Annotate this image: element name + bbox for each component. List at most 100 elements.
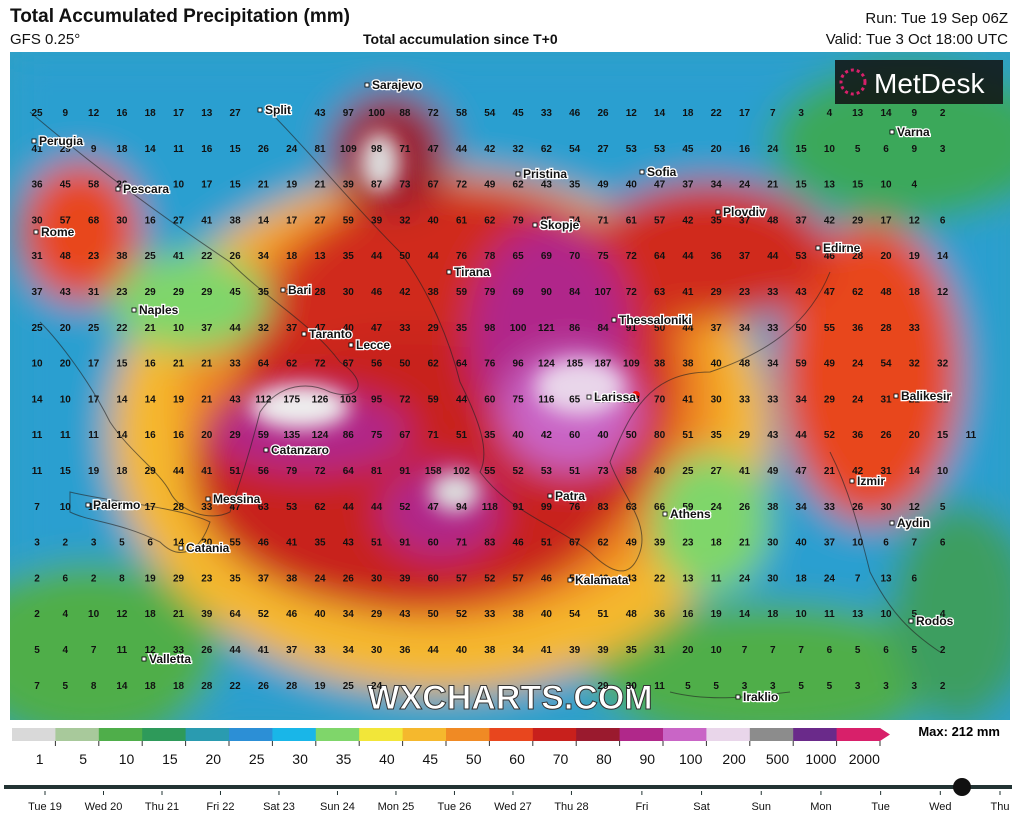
grid-value: 38: [484, 645, 496, 656]
grid-value: 6: [147, 538, 153, 549]
grid-value: 38: [682, 359, 694, 370]
grid-value: 24: [767, 144, 779, 155]
grid-value: 10: [824, 144, 836, 155]
grid-value: 29: [145, 287, 157, 298]
grid-value: 29: [173, 573, 185, 584]
city-dot: [611, 317, 617, 323]
city-label: Edirne: [823, 241, 861, 255]
grid-value: 187: [595, 359, 612, 370]
grid-value: 44: [682, 251, 694, 262]
grid-value: 2: [91, 573, 97, 584]
grid-value: 72: [626, 251, 638, 262]
city-dot: [889, 129, 895, 135]
grid-value: 37: [201, 323, 213, 334]
timeline-label: Tue 19: [28, 801, 62, 813]
grid-value: 41: [258, 645, 270, 656]
grid-value: 11: [60, 430, 71, 441]
grid-value: 4: [63, 645, 69, 656]
grid-value: 27: [173, 215, 185, 226]
grid-value: 40: [654, 466, 666, 477]
grid-value: 79: [513, 215, 525, 226]
grid-value: 28: [852, 251, 864, 262]
grid-value: 16: [145, 215, 157, 226]
grid-value: 33: [314, 645, 326, 656]
timeline-label: Tue: [871, 801, 890, 813]
grid-value: 45: [682, 144, 694, 155]
grid-value: 17: [173, 108, 185, 119]
grid-value: 21: [909, 394, 921, 405]
grid-value: 60: [428, 538, 440, 549]
grid-value: 14: [116, 681, 128, 692]
grid-value: 36: [852, 430, 864, 441]
grid-value: 24: [824, 573, 836, 584]
grid-value: 99: [541, 502, 553, 513]
grid-value: 60: [428, 573, 440, 584]
grid-value: 47: [824, 287, 836, 298]
grid-value: 33: [739, 394, 751, 405]
grid-value: 52: [513, 466, 525, 477]
grid-value: 74: [569, 215, 581, 226]
grid-value: 68: [88, 215, 100, 226]
grid-value: 29: [597, 681, 609, 692]
grid-value: 25: [31, 108, 43, 119]
grid-value: 34: [796, 394, 808, 405]
grid-value: 86: [569, 323, 581, 334]
grid-value: 98: [371, 144, 383, 155]
grid-value: 16: [145, 359, 157, 370]
grid-value: 52: [399, 502, 411, 513]
grid-value: 21: [258, 180, 270, 191]
grid-value: 34: [739, 323, 751, 334]
timeline-label: Fri 22: [206, 801, 234, 813]
grid-value: 46: [371, 287, 383, 298]
grid-value: 26: [258, 681, 270, 692]
grid-value: 21: [201, 394, 213, 405]
timeline-label: Mon 25: [378, 801, 415, 813]
grid-value: 69: [541, 251, 553, 262]
colorbar-label: 60: [509, 751, 525, 767]
grid-value: 10: [880, 609, 892, 620]
grid-value: 71: [399, 144, 411, 155]
grid-value: 43: [230, 394, 242, 405]
grid-value: 3: [940, 144, 946, 155]
grid-value: 31: [654, 645, 666, 656]
grid-value: 14: [173, 538, 185, 549]
grid-value: 95: [371, 394, 383, 405]
grid-value: 28: [314, 287, 326, 298]
grid-value: 163: [595, 394, 612, 405]
timeline-knob[interactable]: [953, 778, 971, 796]
grid-value: 25: [88, 323, 100, 334]
grid-value: 94: [456, 502, 468, 513]
grid-value: 9: [91, 144, 97, 155]
grid-value: 33: [173, 645, 185, 656]
grid-value: 55: [230, 538, 242, 549]
grid-value: 46: [597, 573, 609, 584]
grid-value: 28: [201, 681, 213, 692]
grid-value: 6: [827, 645, 833, 656]
subtitle: Total accumulation since T+0: [363, 31, 558, 47]
grid-value: 41: [173, 251, 185, 262]
city-label: Iraklio: [743, 690, 778, 704]
grid-value: 24: [739, 180, 751, 191]
grid-value: 14: [909, 466, 921, 477]
grid-value: 13: [824, 180, 836, 191]
grid-value: 27: [711, 466, 723, 477]
grid-value: 60: [484, 394, 496, 405]
colorbar-segment: [402, 728, 447, 741]
grid-value: 17: [88, 394, 100, 405]
grid-value: 24: [286, 144, 298, 155]
grid-value: 29: [145, 466, 157, 477]
run: Run: Tue 19 Sep 06Z: [865, 10, 1008, 27]
colorbar-segment: [229, 728, 273, 741]
grid-value: 124: [538, 359, 555, 370]
grid-value: 53: [626, 144, 638, 155]
timeline-label: Thu 28: [554, 801, 588, 813]
grid-value: 49: [626, 538, 638, 549]
grid-value: 36: [399, 645, 411, 656]
grid-value: 91: [626, 323, 638, 334]
grid-value: 42: [541, 430, 553, 441]
city-label: Balikesir: [901, 389, 951, 403]
grid-value: 51: [569, 466, 581, 477]
city-label: Rome: [41, 225, 75, 239]
grid-value: 34: [796, 502, 808, 513]
